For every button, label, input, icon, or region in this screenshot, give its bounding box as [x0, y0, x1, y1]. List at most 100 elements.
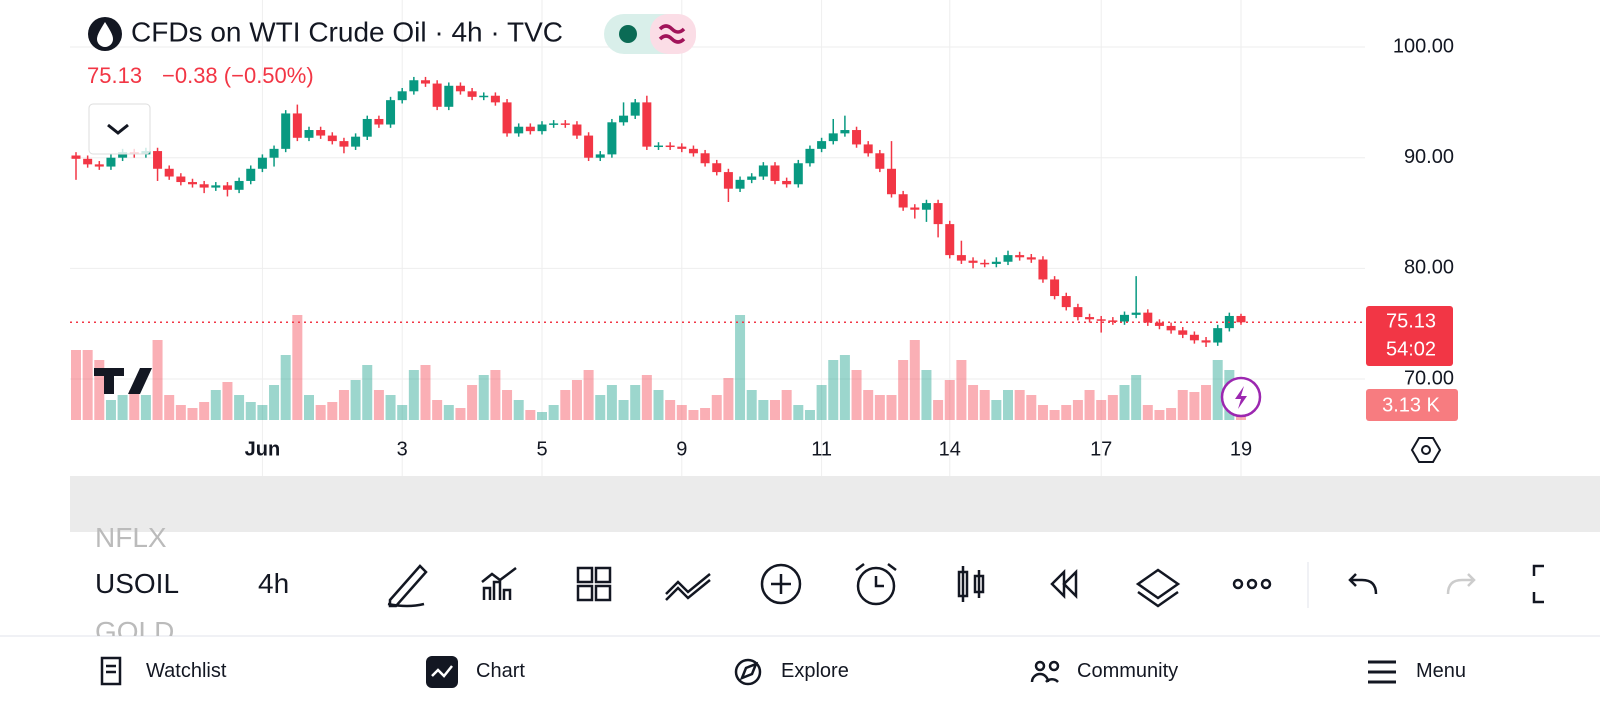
toolbar-icons [100, 563, 1544, 686]
nav-explore[interactable]: Explore [781, 660, 849, 682]
delayed-icon [658, 24, 686, 44]
layouts-icon[interactable] [576, 566, 612, 602]
volume-bar [828, 360, 839, 420]
volume-bar [1166, 408, 1177, 420]
indicators-icon[interactable] [481, 567, 517, 600]
interval[interactable]: 4h [258, 568, 290, 599]
nav-community[interactable]: Community [1077, 660, 1179, 682]
volume-bar [816, 385, 827, 420]
candle-icon[interactable] [957, 566, 985, 602]
candle-body [560, 123, 570, 125]
volume-bar [746, 390, 757, 420]
candle-body [654, 145, 663, 148]
compare-icon[interactable] [665, 573, 711, 601]
candle-body [980, 262, 990, 265]
nav-watchlist[interactable]: Watchlist [146, 660, 227, 682]
volume-bar [304, 395, 314, 420]
candle-body [549, 123, 559, 125]
volume-bar [537, 412, 547, 420]
candle-body [1073, 307, 1083, 318]
volume-bar [804, 410, 815, 420]
candle-body [782, 180, 792, 185]
y-tick-label: 100.00 [1393, 35, 1454, 57]
volume-bar [560, 390, 571, 420]
volume-bar [94, 360, 105, 420]
nav-menu[interactable]: Menu [1416, 660, 1467, 682]
candle-body [607, 122, 617, 155]
candle-body [1166, 325, 1176, 331]
volume-bar [676, 405, 687, 420]
candle-body [386, 100, 396, 125]
add-icon[interactable] [760, 563, 802, 605]
candle-body [281, 113, 291, 149]
symbol-next[interactable]: GOLD [95, 616, 175, 636]
candle-body [432, 83, 442, 107]
volume-bar [1131, 375, 1142, 420]
community-icon[interactable] [1030, 660, 1060, 683]
draw-icon[interactable] [387, 564, 428, 608]
volume-bar [723, 378, 734, 420]
settings-icon[interactable] [1410, 437, 1442, 463]
candle-body [269, 148, 279, 158]
candle-body [1096, 319, 1106, 321]
volume-bar [140, 395, 151, 420]
more-icon[interactable] [1232, 578, 1272, 590]
volume-bar [234, 395, 245, 420]
chart-title: CFDs on WTI Crude Oil · 4h · TVC [131, 16, 563, 47]
volume-bar [502, 390, 513, 420]
volume-bar [467, 385, 478, 420]
candle-body [1213, 328, 1223, 343]
x-tick-label: 9 [676, 438, 687, 460]
volume-bar [1142, 405, 1153, 420]
candle-body [1038, 259, 1048, 280]
volume-bar [490, 370, 501, 420]
last-price: 75.13 [87, 63, 142, 88]
candle-body [444, 85, 454, 107]
volume-bar [641, 375, 652, 420]
candle-body [898, 194, 908, 208]
drop-icon [97, 22, 113, 47]
fullscreen-icon[interactable] [1532, 564, 1544, 604]
candle-body [1026, 257, 1036, 260]
candle-body [1085, 317, 1095, 320]
symbol-current[interactable]: USOIL [95, 568, 180, 599]
volume-bar [874, 395, 885, 420]
candle-body [1131, 312, 1141, 315]
symbol-prev[interactable]: NFLX [95, 522, 167, 550]
layers-icon[interactable] [1135, 568, 1181, 608]
volume-bar [152, 340, 163, 420]
collapse-button[interactable] [88, 103, 151, 155]
volume-bar [187, 408, 198, 420]
candle-body [397, 91, 407, 101]
candle-body [164, 168, 174, 177]
volume-bar [362, 365, 373, 420]
chart-nav-icon[interactable] [426, 656, 458, 688]
volume-label: 3.13 K [1382, 394, 1440, 416]
undo-icon[interactable] [1348, 573, 1378, 595]
volume-bar [571, 380, 582, 420]
x-tick-label: Jun [245, 438, 281, 460]
y-tick-label: 70.00 [1404, 367, 1454, 389]
explore-icon[interactable] [734, 658, 762, 686]
watchlist-icon[interactable] [100, 656, 122, 686]
volume-bar [373, 390, 384, 420]
lightning [1235, 386, 1247, 409]
alert-icon[interactable] [855, 563, 897, 606]
candle-body [677, 146, 687, 149]
menu-icon[interactable] [1368, 660, 1396, 684]
candle-body [1050, 279, 1060, 297]
volume-bar [968, 385, 979, 420]
volume-bar [269, 385, 280, 420]
volume-bar [665, 400, 676, 420]
nav-chart[interactable]: Chart [476, 660, 525, 682]
candle-body [665, 145, 675, 148]
candle-body [910, 207, 920, 210]
replay-icon[interactable] [1050, 568, 1078, 600]
candle-body [234, 180, 244, 190]
volume-bar [991, 400, 1002, 420]
x-tick-label: 3 [397, 438, 408, 460]
volume-bar [175, 405, 186, 420]
volume-bar [1107, 395, 1118, 420]
volume-bar [793, 405, 804, 420]
